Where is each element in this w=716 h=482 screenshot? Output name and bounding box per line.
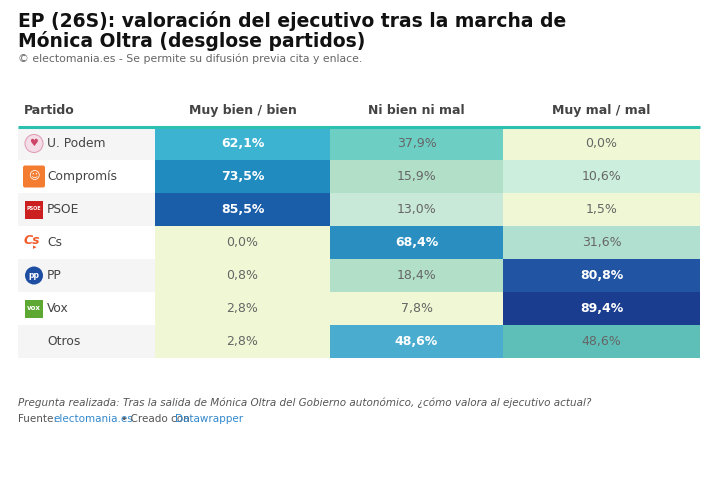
Bar [18,127,155,160]
Text: Muy bien / bien: Muy bien / bien [188,104,296,117]
Bar [18,193,155,226]
Text: PP: PP [47,269,62,282]
Bar [503,259,700,292]
Text: 62,1%: 62,1% [221,137,264,150]
Text: 31,6%: 31,6% [581,236,621,249]
Circle shape [25,134,43,152]
Text: Compromís: Compromís [47,170,117,183]
Text: U. Podem: U. Podem [47,137,105,150]
Text: Mónica Oltra (desglose partidos): Mónica Oltra (desglose partidos) [18,31,365,51]
Text: Otros: Otros [47,335,80,348]
Text: 68,4%: 68,4% [395,236,438,249]
Text: Muy mal / mal: Muy mal / mal [552,104,651,117]
Text: 13,0%: 13,0% [397,203,436,216]
Text: ▸: ▸ [33,244,37,251]
Text: 89,4%: 89,4% [580,302,623,315]
Bar [330,226,503,259]
Text: electomania.es: electomania.es [53,414,132,424]
Text: 15,9%: 15,9% [397,170,436,183]
Text: Ni bien ni mal: Ni bien ni mal [368,104,465,117]
Bar [155,259,330,292]
Bar [155,292,330,325]
Bar [503,193,700,226]
Bar [155,325,330,358]
Bar [18,292,155,325]
Bar [18,226,155,259]
Circle shape [25,267,43,284]
Bar [155,160,330,193]
Text: © electomania.es - Se permite su difusión previa cita y enlace.: © electomania.es - Se permite su difusió… [18,54,362,65]
Text: 48,6%: 48,6% [395,335,438,348]
Text: 80,8%: 80,8% [580,269,623,282]
Text: 18,4%: 18,4% [397,269,436,282]
Text: • Creado con: • Creado con [118,414,193,424]
Text: 73,5%: 73,5% [221,170,264,183]
Text: 85,5%: 85,5% [221,203,264,216]
Text: ☺: ☺ [28,172,40,182]
Bar [155,127,330,160]
Bar [155,193,330,226]
Text: ♥: ♥ [29,138,39,148]
Text: 1,5%: 1,5% [586,203,617,216]
Bar [503,226,700,259]
Text: Cs: Cs [24,234,40,247]
Bar [503,292,700,325]
Bar [18,160,155,193]
Text: PSOE: PSOE [47,203,79,216]
Text: 10,6%: 10,6% [581,170,621,183]
Bar [25,299,43,318]
Bar [18,325,155,358]
Text: Cs: Cs [47,236,62,249]
Bar [330,292,503,325]
Text: PSOE: PSOE [26,206,42,211]
Bar [155,226,330,259]
Text: 0,8%: 0,8% [226,269,258,282]
Text: 0,0%: 0,0% [226,236,258,249]
Text: 7,8%: 7,8% [400,302,432,315]
FancyBboxPatch shape [23,165,45,187]
Bar [503,325,700,358]
Bar [503,127,700,160]
Text: 2,8%: 2,8% [226,302,258,315]
Text: Pregunta realizada: Tras la salida de Mónica Oltra del Gobierno autonómico, ¿cóm: Pregunta realizada: Tras la salida de Mó… [18,397,591,407]
Bar [330,193,503,226]
Bar [18,259,155,292]
Text: 2,8%: 2,8% [226,335,258,348]
Text: 48,6%: 48,6% [581,335,621,348]
Bar [25,201,43,218]
Bar [503,160,700,193]
Text: EP (26S): valoración del ejecutivo tras la marcha de: EP (26S): valoración del ejecutivo tras … [18,11,566,31]
Text: Partido: Partido [24,104,74,117]
Text: pp: pp [29,271,39,280]
Text: 37,9%: 37,9% [397,137,436,150]
Bar [330,160,503,193]
Text: Vox: Vox [47,302,69,315]
Text: Datawrapper: Datawrapper [175,414,243,424]
Bar [330,325,503,358]
Bar [330,127,503,160]
Text: 0,0%: 0,0% [586,137,617,150]
Text: Fuente:: Fuente: [18,414,60,424]
Text: vox: vox [27,306,41,311]
Bar [330,259,503,292]
